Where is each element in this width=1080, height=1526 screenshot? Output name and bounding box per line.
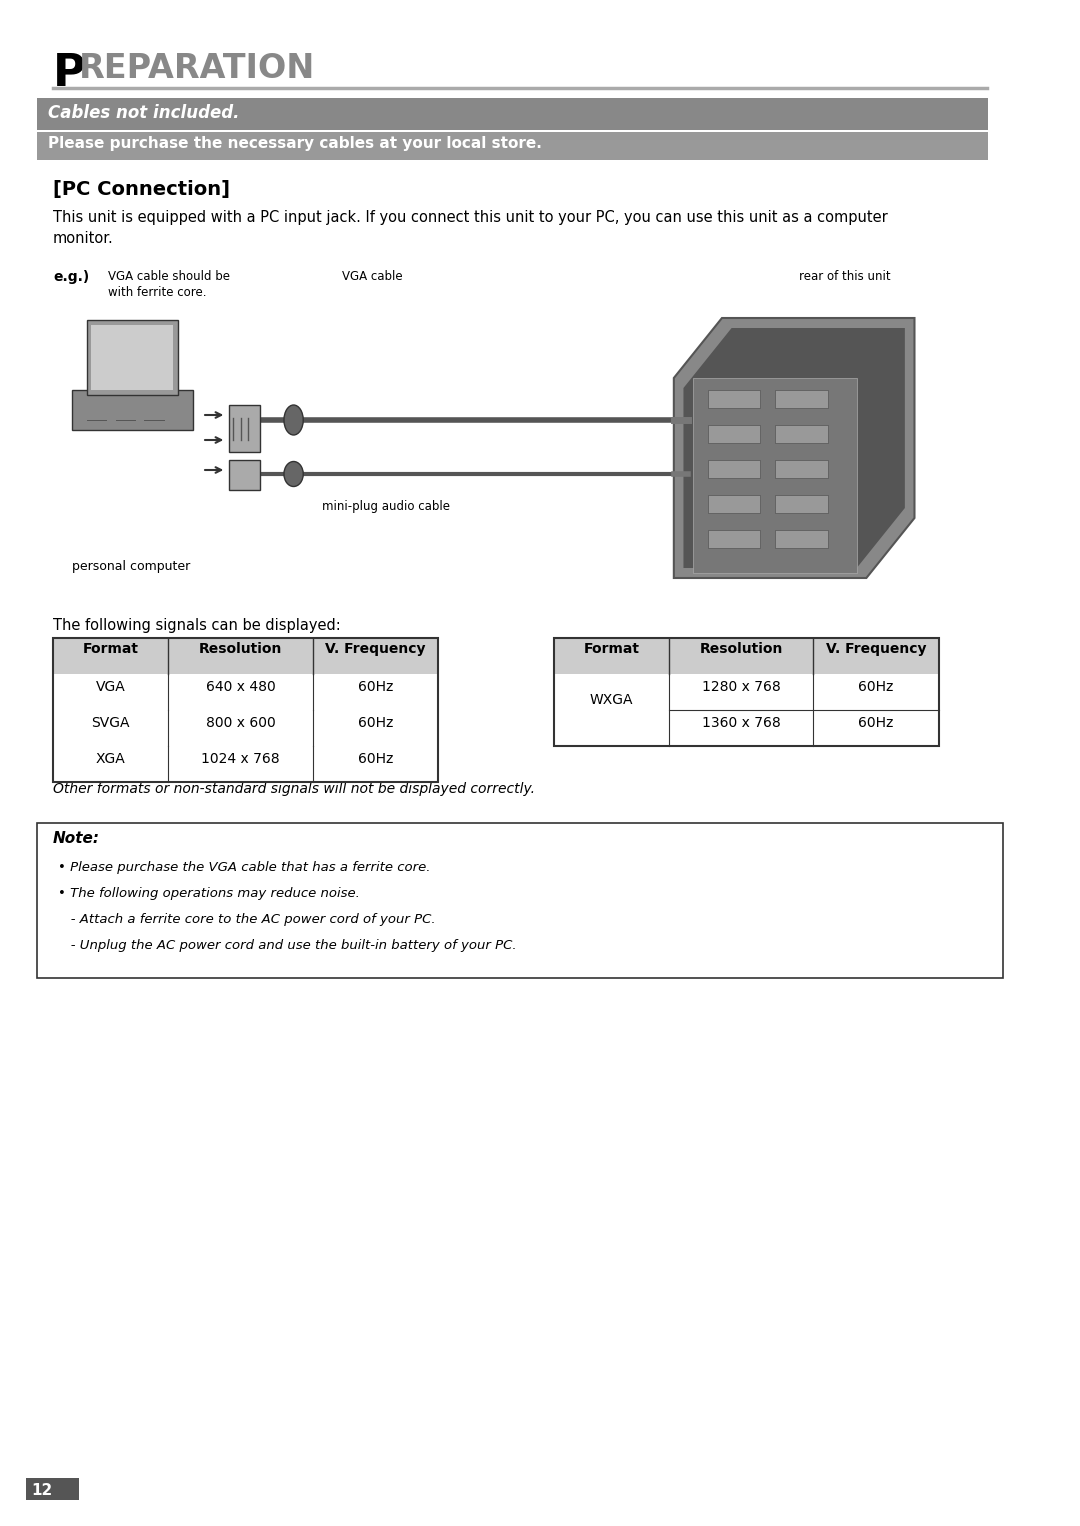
FancyBboxPatch shape bbox=[37, 133, 987, 160]
Polygon shape bbox=[72, 391, 192, 430]
Text: V. Frequency: V. Frequency bbox=[826, 642, 927, 656]
Bar bbox=[707, 494, 760, 513]
Text: 800 x 600: 800 x 600 bbox=[206, 716, 275, 729]
Bar bbox=[775, 530, 828, 548]
Text: 60Hz: 60Hz bbox=[357, 752, 393, 766]
Text: 60Hz: 60Hz bbox=[357, 681, 393, 694]
Text: • Please purchase the VGA cable that has a ferrite core.: • Please purchase the VGA cable that has… bbox=[57, 861, 430, 874]
Text: WXGA: WXGA bbox=[590, 693, 633, 707]
Polygon shape bbox=[86, 320, 178, 395]
FancyBboxPatch shape bbox=[53, 674, 438, 710]
Text: The following signals can be displayed:: The following signals can be displayed: bbox=[53, 618, 340, 633]
Polygon shape bbox=[229, 404, 260, 452]
Bar bbox=[707, 530, 760, 548]
Text: Resolution: Resolution bbox=[700, 642, 783, 656]
Text: Please purchase the necessary cables at your local store.: Please purchase the necessary cables at … bbox=[49, 136, 542, 151]
Text: - Unplug the AC power cord and use the built-in battery of your PC.: - Unplug the AC power cord and use the b… bbox=[57, 938, 516, 952]
Polygon shape bbox=[229, 459, 260, 490]
FancyBboxPatch shape bbox=[554, 638, 939, 674]
Text: [PC Connection]: [PC Connection] bbox=[53, 180, 230, 198]
Text: VGA cable should be: VGA cable should be bbox=[108, 270, 230, 282]
Text: • The following operations may reduce noise.: • The following operations may reduce no… bbox=[57, 887, 360, 900]
Text: VGA: VGA bbox=[96, 681, 125, 694]
Text: rear of this unit: rear of this unit bbox=[799, 270, 891, 282]
Polygon shape bbox=[674, 317, 915, 578]
Text: Cables not included.: Cables not included. bbox=[49, 104, 240, 122]
FancyBboxPatch shape bbox=[53, 746, 438, 781]
Text: EN: EN bbox=[31, 1503, 48, 1512]
FancyBboxPatch shape bbox=[53, 638, 438, 674]
Bar bbox=[707, 391, 760, 407]
Bar bbox=[775, 494, 828, 513]
Text: e.g.): e.g.) bbox=[53, 270, 90, 284]
Text: 60Hz: 60Hz bbox=[357, 716, 393, 729]
Polygon shape bbox=[684, 328, 905, 568]
Bar bbox=[775, 459, 828, 478]
Text: 60Hz: 60Hz bbox=[859, 681, 893, 694]
Text: P: P bbox=[53, 52, 85, 95]
Text: with ferrite core.: with ferrite core. bbox=[108, 285, 206, 299]
Text: personal computer: personal computer bbox=[72, 560, 190, 572]
Bar bbox=[707, 426, 760, 443]
Text: - Attach a ferrite core to the AC power cord of your PC.: - Attach a ferrite core to the AC power … bbox=[57, 913, 435, 926]
Text: Format: Format bbox=[83, 642, 138, 656]
FancyBboxPatch shape bbox=[554, 710, 939, 746]
Text: Resolution: Resolution bbox=[199, 642, 282, 656]
Text: XGA: XGA bbox=[96, 752, 125, 766]
Text: Format: Format bbox=[583, 642, 639, 656]
Bar bbox=[775, 426, 828, 443]
Text: Note:: Note: bbox=[53, 832, 100, 845]
FancyBboxPatch shape bbox=[53, 710, 438, 746]
FancyBboxPatch shape bbox=[37, 98, 987, 130]
Text: Other formats or non-standard signals will not be displayed correctly.: Other formats or non-standard signals wi… bbox=[53, 781, 535, 797]
FancyBboxPatch shape bbox=[26, 1479, 79, 1500]
Bar bbox=[775, 391, 828, 407]
Text: 60Hz: 60Hz bbox=[859, 716, 893, 729]
Text: 1360 x 768: 1360 x 768 bbox=[702, 716, 781, 729]
Text: VGA cable: VGA cable bbox=[341, 270, 403, 282]
Text: 640 x 480: 640 x 480 bbox=[206, 681, 275, 694]
Text: REPARATION: REPARATION bbox=[79, 52, 315, 85]
FancyBboxPatch shape bbox=[554, 674, 939, 710]
Polygon shape bbox=[92, 325, 173, 391]
Text: mini-plug audio cable: mini-plug audio cable bbox=[323, 501, 450, 513]
Text: 1024 x 768: 1024 x 768 bbox=[201, 752, 280, 766]
Text: This unit is equipped with a PC input jack. If you connect this unit to your PC,: This unit is equipped with a PC input ja… bbox=[53, 211, 888, 246]
Ellipse shape bbox=[284, 404, 303, 435]
Text: SVGA: SVGA bbox=[92, 716, 130, 729]
Text: 1280 x 768: 1280 x 768 bbox=[702, 681, 781, 694]
Polygon shape bbox=[693, 378, 856, 572]
Text: 12: 12 bbox=[31, 1483, 53, 1499]
Text: V. Frequency: V. Frequency bbox=[325, 642, 426, 656]
Ellipse shape bbox=[284, 461, 303, 487]
Bar bbox=[707, 459, 760, 478]
